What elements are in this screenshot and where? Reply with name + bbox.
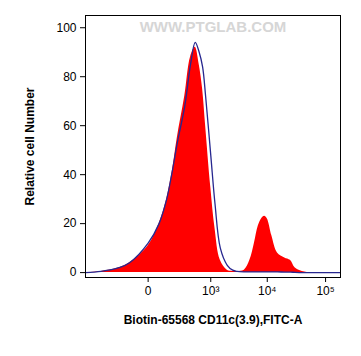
svg-text:10⁵: 10⁵ [316,284,334,298]
svg-text:100: 100 [56,21,76,35]
svg-text:WWW.PTGLAB.COM: WWW.PTGLAB.COM [140,18,287,35]
svg-text:0: 0 [70,265,77,279]
svg-text:10⁴: 10⁴ [258,284,277,298]
svg-text:60: 60 [63,119,77,133]
svg-text:20: 20 [63,216,77,230]
svg-text:40: 40 [63,167,77,181]
svg-text:80: 80 [63,70,77,84]
svg-text:10³: 10³ [202,284,219,298]
svg-text:0: 0 [145,284,152,298]
svg-text:Biotin-65568 CD11c(3.9),FITC-A: Biotin-65568 CD11c(3.9),FITC-A [124,313,303,327]
svg-text:Relative cell Number: Relative cell Number [23,87,37,205]
